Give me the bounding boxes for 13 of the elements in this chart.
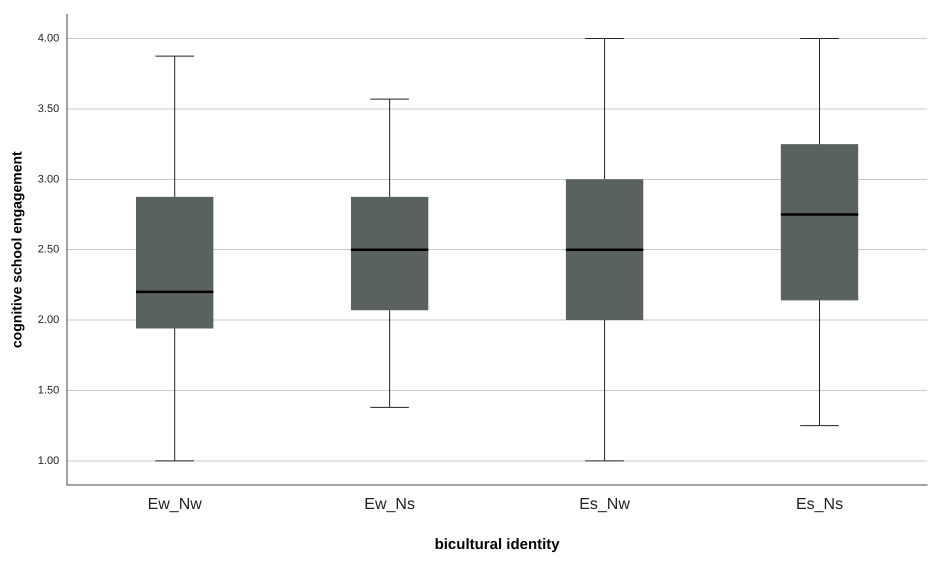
x-tick-label: Ew_Ns [364, 496, 415, 513]
y-tick-label: 1.50 [38, 384, 60, 397]
x-axis-title: bicultural identity [434, 536, 560, 554]
x-tick-label: Ew_Nw [148, 496, 202, 513]
y-tick-label: 2.50 [38, 244, 60, 256]
y-tick-label: 4.00 [38, 32, 60, 45]
y-tick-label: 3.50 [38, 102, 60, 115]
x-tick-label: Es_Ns [796, 496, 844, 513]
y-axis-title: cognitive school engagement [8, 150, 24, 348]
y-tick-label: 2.00 [38, 314, 60, 326]
y-tick-label: 3.00 [38, 173, 60, 186]
x-tick-label: Es_Nw [579, 496, 630, 513]
y-tick-label: 1.00 [38, 454, 60, 467]
